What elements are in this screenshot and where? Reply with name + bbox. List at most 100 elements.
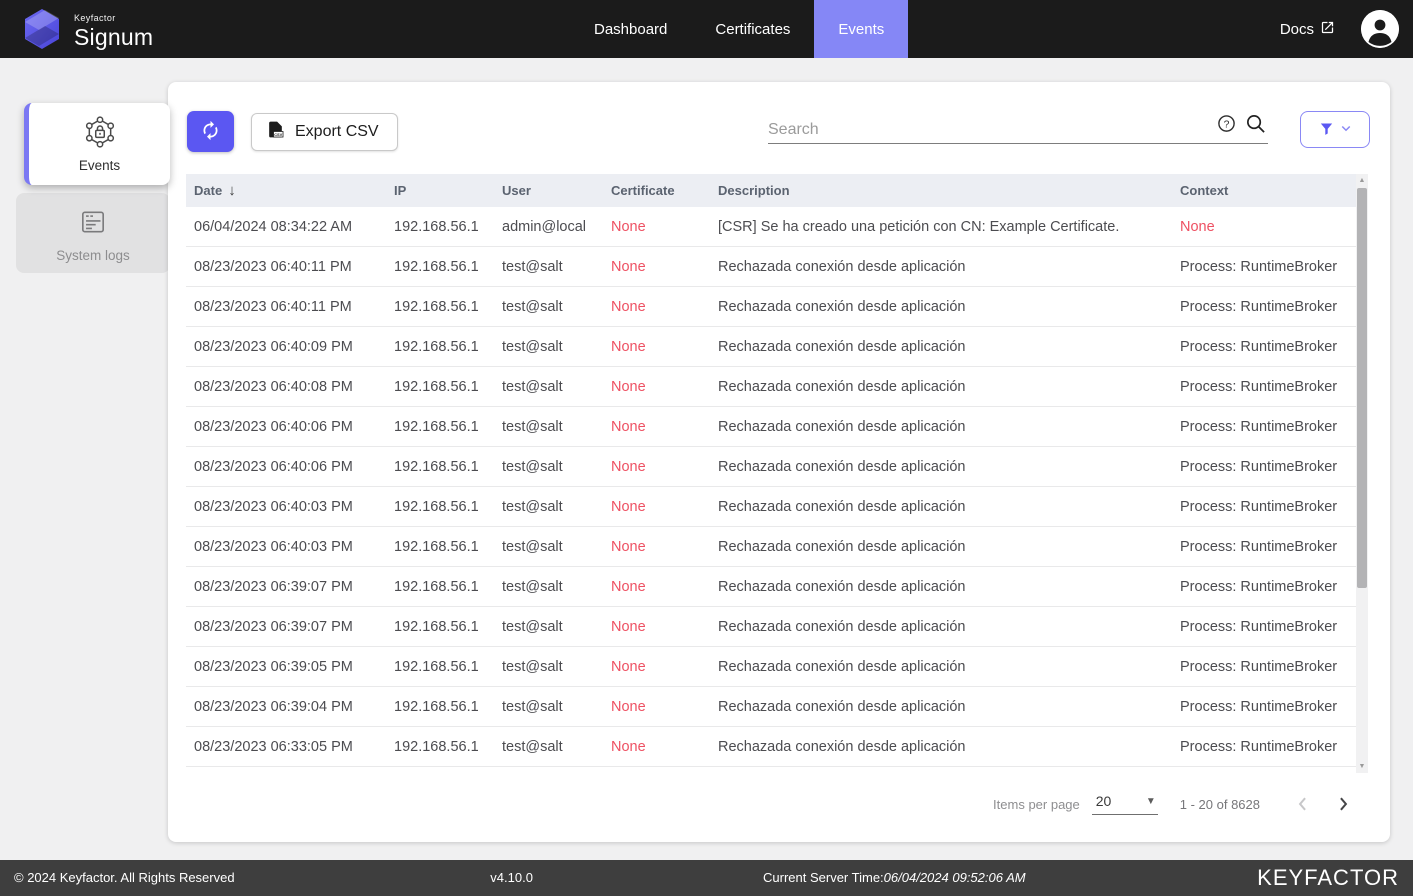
cell-user: test@salt (502, 738, 563, 755)
date-header-label: Date (194, 183, 223, 198)
server-time-value: 06/04/2024 09:52:06 AM (883, 870, 1026, 885)
items-per-page-label: Items per page (993, 796, 1080, 812)
next-page-button[interactable] (1326, 787, 1360, 821)
brand: Keyfactor Signum (22, 8, 153, 55)
cell-description: Rechazada conexión desde aplicación (718, 258, 966, 275)
column-header-context[interactable]: Context (1180, 183, 1229, 198)
sidebar-item-events[interactable]: Events (24, 103, 170, 185)
table-row[interactable]: 08/23/2023 06:40:11 PM 192.168.56.1 test… (186, 247, 1356, 287)
sidebar-system-logs-label: System logs (56, 248, 130, 263)
cell-description: Rechazada conexión desde aplicación (718, 698, 966, 715)
cell-description: Rechazada conexión desde aplicación (718, 378, 966, 395)
cell-date: 08/23/2023 06:40:03 PM (194, 498, 353, 515)
server-time-label: Current Server Time: (763, 870, 884, 885)
table-row[interactable]: 08/23/2023 06:33:05 PM 192.168.56.1 test… (186, 727, 1356, 767)
cell-description: [CSR] Se ha creado una petición con CN: … (718, 218, 1120, 235)
user-avatar[interactable] (1361, 10, 1399, 48)
previous-page-button[interactable] (1286, 787, 1320, 821)
table-row[interactable]: 08/23/2023 06:39:07 PM 192.168.56.1 test… (186, 607, 1356, 647)
scrollbar-down-arrow-icon[interactable]: ▼ (1358, 763, 1366, 770)
cell-user: test@salt (502, 458, 563, 475)
version-text: v4.10.0 (490, 870, 533, 885)
cell-context: Process: RuntimeBroker (1180, 298, 1338, 315)
cell-context: Process: RuntimeBroker (1180, 418, 1338, 435)
cell-user: test@salt (502, 338, 563, 355)
cell-ip: 192.168.56.1 (394, 578, 479, 595)
column-header-ip[interactable]: IP (394, 183, 407, 198)
help-icon[interactable]: ? (1217, 114, 1236, 138)
column-header-date[interactable]: Date ↓ (186, 182, 386, 199)
table-row[interactable]: 08/23/2023 06:40:06 PM 192.168.56.1 test… (186, 407, 1356, 447)
table-row[interactable]: 08/23/2023 06:40:09 PM 192.168.56.1 test… (186, 327, 1356, 367)
cell-date: 08/23/2023 06:40:11 PM (194, 258, 352, 275)
docs-link[interactable]: Docs (1280, 20, 1335, 39)
column-header-description[interactable]: Description (718, 183, 790, 198)
server-time: Current Server Time:06/04/2024 09:52:06 … (763, 870, 1026, 885)
cell-ip: 192.168.56.1 (394, 338, 479, 355)
table-row[interactable]: 08/23/2023 06:40:03 PM 192.168.56.1 test… (186, 487, 1356, 527)
cell-context: Process: RuntimeBroker (1180, 738, 1338, 755)
cell-description: Rechazada conexión desde aplicación (718, 738, 966, 755)
table-header-row: Date ↓ IP User Certificate Description C… (186, 174, 1356, 207)
nav-item-certificates[interactable]: Certificates (715, 20, 791, 38)
cell-ip: 192.168.56.1 (394, 618, 479, 635)
table-row[interactable]: 08/23/2023 06:39:07 PM 192.168.56.1 test… (186, 567, 1356, 607)
search-input[interactable] (768, 121, 1217, 139)
cell-context: Process: RuntimeBroker (1180, 658, 1338, 675)
cell-certificate: None (611, 258, 646, 275)
filter-button[interactable] (1300, 111, 1370, 148)
table-row[interactable]: 08/23/2023 06:39:04 PM 192.168.56.1 test… (186, 687, 1356, 727)
svg-text:CSV: CSV (274, 132, 282, 137)
system-logs-icon (78, 211, 108, 241)
table-row[interactable]: 08/23/2023 06:39:05 PM 192.168.56.1 test… (186, 647, 1356, 687)
events-table: Date ↓ IP User Certificate Description C… (186, 174, 1368, 773)
cell-ip: 192.168.56.1 (394, 698, 479, 715)
copyright-text: © 2024 Keyfactor. All Rights Reserved (14, 870, 235, 885)
cell-description: Rechazada conexión desde aplicación (718, 658, 966, 675)
sort-descending-icon[interactable]: ↓ (228, 182, 236, 199)
cell-context: Process: RuntimeBroker (1180, 258, 1338, 275)
top-navbar: Keyfactor Signum Dashboard Certificates … (0, 0, 1413, 58)
cell-certificate: None (611, 498, 646, 515)
refresh-button[interactable] (187, 111, 234, 152)
items-per-page-select[interactable]: 20 ▼ (1091, 793, 1158, 815)
select-caret-icon: ▼ (1145, 795, 1156, 807)
cell-user: test@salt (502, 698, 563, 715)
nav-item-dashboard[interactable]: Dashboard (594, 20, 668, 38)
sidebar-item-system-logs[interactable]: System logs (16, 193, 170, 273)
cell-date: 08/23/2023 06:39:07 PM (194, 618, 353, 635)
table-scrollbar[interactable]: ▲ ▼ (1356, 174, 1368, 773)
cell-date: 06/04/2024 08:34:22 AM (194, 218, 353, 235)
table-row[interactable]: 08/23/2023 06:40:06 PM 192.168.56.1 test… (186, 447, 1356, 487)
cell-date: 08/23/2023 06:33:05 PM (194, 738, 353, 755)
cell-certificate: None (611, 298, 646, 315)
cell-ip: 192.168.56.1 (394, 538, 479, 555)
table-row[interactable]: 08/23/2023 06:40:11 PM 192.168.56.1 test… (186, 287, 1356, 327)
cell-date: 08/23/2023 06:40:06 PM (194, 418, 353, 435)
cell-certificate: None (611, 418, 646, 435)
column-header-certificate[interactable]: Certificate (611, 183, 675, 198)
table-row[interactable]: 08/23/2023 06:40:03 PM 192.168.56.1 test… (186, 527, 1356, 567)
export-csv-button[interactable]: CSV Export CSV (251, 113, 398, 151)
cell-user: test@salt (502, 258, 563, 275)
cell-certificate: None (611, 378, 646, 395)
nav-item-events[interactable]: Events (814, 0, 909, 58)
cell-description: Rechazada conexión desde aplicación (718, 338, 966, 355)
cell-certificate: None (611, 698, 646, 715)
chevron-down-icon (1340, 122, 1352, 137)
cell-context: None (1180, 218, 1215, 235)
cell-ip: 192.168.56.1 (394, 378, 479, 395)
cell-date: 08/23/2023 06:40:11 PM (194, 298, 352, 315)
scrollbar-up-arrow-icon[interactable]: ▲ (1358, 177, 1366, 184)
cell-user: test@salt (502, 658, 563, 675)
sidebar-events-label: Events (78, 158, 121, 173)
search-icon[interactable] (1245, 113, 1266, 139)
cell-ip: 192.168.56.1 (394, 738, 479, 755)
cell-context: Process: RuntimeBroker (1180, 538, 1338, 555)
cell-context: Process: RuntimeBroker (1180, 498, 1338, 515)
table-row[interactable]: 06/04/2024 08:34:22 AM 192.168.56.1 admi… (186, 207, 1356, 247)
scrollbar-thumb[interactable] (1357, 188, 1367, 588)
column-header-user[interactable]: User (502, 183, 531, 198)
cell-context: Process: RuntimeBroker (1180, 458, 1338, 475)
table-row[interactable]: 08/23/2023 06:40:08 PM 192.168.56.1 test… (186, 367, 1356, 407)
